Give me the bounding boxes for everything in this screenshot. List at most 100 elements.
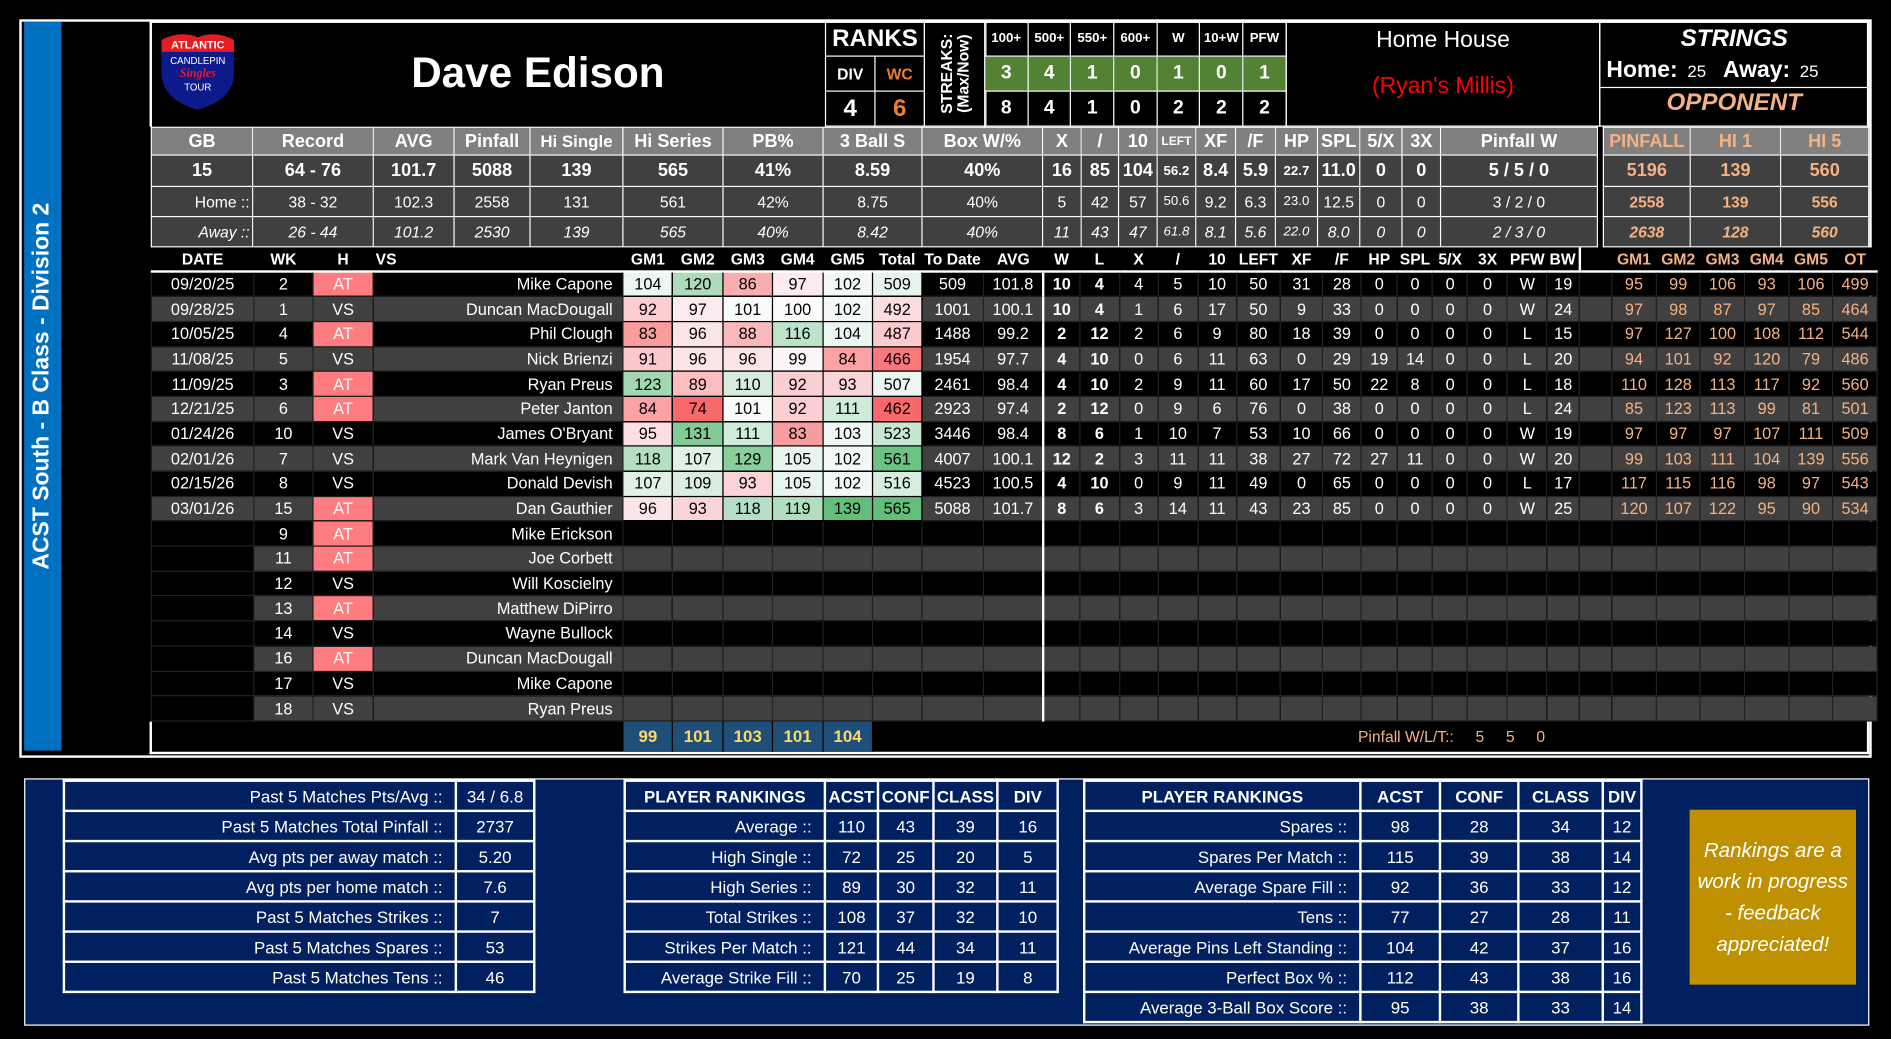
rankings-row: Average 3-Ball Box Score :: 95 38 33 14 <box>1082 990 1643 1024</box>
empty-stat-cell <box>1197 595 1237 622</box>
week-cell: 4 <box>253 320 314 347</box>
game-stat-cell: 0 <box>1467 445 1509 472</box>
table-row: 12/21/25 6 AT Peter Janton 84 74 101 92 111 462 29… <box>150 395 1878 422</box>
empty-score-cell <box>821 570 874 597</box>
opponent-game-cell: 112 <box>1788 320 1834 347</box>
rank-value: 12 <box>1601 870 1643 903</box>
past-five-row: Avg pts per away match :: 5.20 <box>62 839 536 873</box>
stats-cell: 64 - 76 <box>252 154 374 188</box>
game-stat-cell: 76 <box>1235 395 1281 422</box>
empty-stat-cell <box>1235 670 1281 697</box>
strings-title: STRINGS <box>1680 25 1788 52</box>
column-header: L <box>1079 247 1120 273</box>
rank-value: 32 <box>931 870 999 903</box>
date-cell <box>150 620 255 647</box>
rank-value: 32 <box>931 900 999 933</box>
stats-cell: 0 <box>1359 215 1403 248</box>
empty-opponent-cell <box>1788 545 1834 572</box>
empty-score-cell <box>821 670 874 697</box>
past-five-value: 5.20 <box>454 839 536 873</box>
date-cell: 11/08/25 <box>150 345 255 372</box>
stats-cell: /F <box>1234 126 1276 156</box>
empty-stat-cell <box>1078 520 1120 547</box>
opponent-game-cell: 501 <box>1832 395 1878 422</box>
date-cell: 01/24/26 <box>150 420 255 447</box>
empty-score-cell <box>772 620 824 647</box>
empty-stat-cell <box>1279 645 1324 672</box>
opponent-game-cell: 113 <box>1699 370 1746 397</box>
week-cell: 13 <box>253 595 314 622</box>
game-score-cell: 88 <box>722 320 774 347</box>
stats-row-headers: GB Record AVG Pinfall Hi Single Hi Series PB% 3… <box>150 126 1870 156</box>
game-score-cell: 104 <box>821 320 874 347</box>
empty-opponent-cell <box>1832 545 1878 572</box>
empty-stat-cell <box>1546 520 1580 547</box>
empty-stat-cell <box>1078 570 1120 597</box>
week-cell: 14 <box>253 620 314 647</box>
empty-stat-cell <box>1118 620 1159 647</box>
empty-stat-cell <box>1321 545 1362 572</box>
game-stat-cell: 14 <box>1396 345 1434 372</box>
empty-score-cell <box>672 520 724 547</box>
streaks-title: STREAKS: <box>937 33 956 114</box>
stats-gap <box>1597 127 1604 156</box>
empty-stat-cell <box>921 645 984 672</box>
opponent-game-cell: 111 <box>1699 445 1746 472</box>
week-cell: 10 <box>253 420 314 447</box>
stats-cell: 565 <box>622 154 724 188</box>
opponent-game-cell: 103 <box>1655 445 1701 472</box>
spacer-cell <box>1578 520 1613 547</box>
empty-stat-cell <box>1279 570 1324 597</box>
week-cell: 9 <box>253 520 314 547</box>
game-stat-cell: 0 <box>1396 295 1434 323</box>
empty-score-cell <box>871 670 923 697</box>
total-score-cell: 561 <box>871 445 923 472</box>
game-stat-cell: 0 <box>1432 470 1469 497</box>
stats-cell: / <box>1080 126 1120 156</box>
svg-text:CANDLEPIN: CANDLEPIN <box>170 56 225 67</box>
stats-cell: 22.7 <box>1274 154 1319 188</box>
game-stat-cell: W <box>1506 420 1548 447</box>
rankings-row: Average :: 110 43 39 16 <box>623 809 1060 843</box>
opponent-game-cell: 97 <box>1611 320 1657 347</box>
spacer-cell <box>1578 370 1613 397</box>
stats-cell: 8.1 <box>1195 215 1237 248</box>
streak-now-cell: 1 <box>1070 90 1115 127</box>
past-five-label: Past 5 Matches Tens :: <box>62 960 458 994</box>
rank-value: 10 <box>996 900 1060 933</box>
stats-cell: 8.0 <box>1316 215 1361 248</box>
game-stat-cell: 25 <box>1546 495 1580 522</box>
table-row: 11 AT Joe Corbett <box>150 545 1878 572</box>
empty-stat-cell <box>1546 645 1580 672</box>
empty-score-cell <box>672 620 724 647</box>
empty-stat-cell <box>1506 620 1548 647</box>
rank-label: Average Pins Left Standing :: <box>1082 930 1362 963</box>
streak-headers-cell: 550+ <box>1070 20 1115 57</box>
game-score-cell: 99 <box>772 345 824 372</box>
game-stat-cell: 0 <box>1432 345 1469 372</box>
rankings-row: High Series :: 89 30 32 11 <box>623 870 1060 903</box>
streak-max-cell: 0 <box>1113 55 1158 92</box>
game-score-cell: 93 <box>821 370 874 397</box>
opponent-game-cell: 544 <box>1832 320 1878 347</box>
game-stat-cell: 0 <box>1432 295 1469 323</box>
game-stat-cell: 10 <box>1197 270 1237 298</box>
svg-text:TOUR: TOUR <box>184 83 211 94</box>
date-cell <box>150 595 255 622</box>
rank-value: 19 <box>931 960 999 994</box>
date-cell <box>150 645 255 672</box>
stats-cell: 8.75 <box>822 185 923 218</box>
rank-value: 33 <box>1517 870 1604 903</box>
home-away-cell: AT <box>312 270 374 298</box>
empty-opponent-cell <box>1743 595 1790 622</box>
game-stat-cell: 43 <box>1235 495 1281 522</box>
game-stat-cell: 2 <box>1042 320 1081 347</box>
empty-score-cell <box>622 670 674 697</box>
game-stat-cell: 0 <box>1118 470 1159 497</box>
rank-value: 27 <box>1438 900 1520 933</box>
table-row: 16 AT Duncan MacDougall <box>150 645 1878 672</box>
rank-value: 43 <box>1438 960 1520 994</box>
empty-stat-cell <box>1396 670 1434 697</box>
streak-now-cell: 8 <box>984 90 1029 127</box>
empty-stat-cell <box>1235 620 1281 647</box>
